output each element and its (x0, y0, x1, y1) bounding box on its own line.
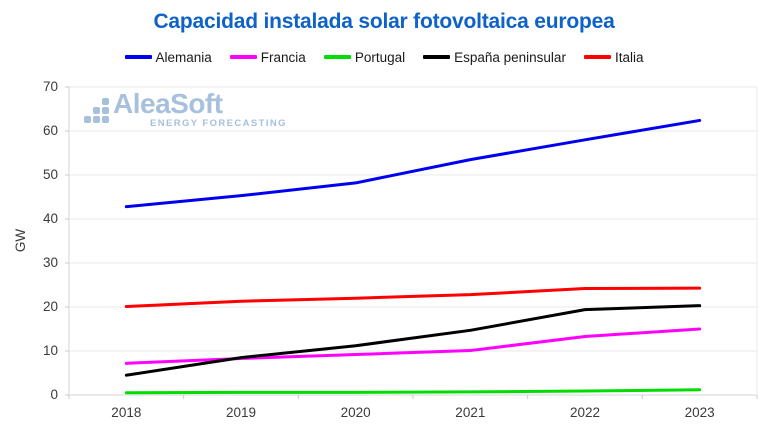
legend-swatch-francia (229, 55, 257, 59)
x-tick-label: 2018 (111, 405, 142, 420)
legend-label: Alemania (155, 49, 212, 65)
legend-item-portugal: Portugal (323, 49, 406, 65)
y-tick-label: 60 (42, 123, 58, 138)
watermark-tagline: ENERGY FORECASTING (150, 118, 287, 129)
legend-label: Francia (260, 49, 306, 65)
y-tick-label: 50 (42, 167, 58, 182)
legend-item-francia: Francia (229, 49, 306, 65)
chart-title: Capacidad instalada solar fotovoltaica e… (153, 10, 615, 33)
series-line-italia (124, 286, 702, 309)
y-tick-label: 20 (42, 299, 58, 314)
legend-label: Portugal (354, 49, 406, 65)
legend-label: Italia (614, 49, 644, 65)
legend-item-italia: Italia (583, 49, 644, 65)
y-tick-label: 30 (42, 255, 58, 270)
legend-swatch-portugal (323, 55, 351, 59)
y-tick-label: 40 (42, 211, 58, 226)
legend-swatch-italia (583, 55, 611, 59)
x-tick-label: 2022 (569, 405, 601, 420)
aleasoft-watermark: AleaSoft ENERGY FORECASTING (84, 88, 287, 130)
legend-label: España peninsular (454, 49, 566, 65)
series-line-espana-peninsular (124, 304, 702, 377)
legend-swatch-alemania (124, 55, 152, 59)
legend: Alemania Francia Portugal España peninsular… (0, 48, 768, 66)
y-tick-label: 70 (42, 79, 58, 94)
series-line-alemania (124, 118, 702, 209)
x-tick-label: 2020 (340, 405, 371, 420)
series-line-portugal (124, 388, 702, 395)
legend-item-alemania: Alemania (124, 49, 212, 65)
legend-swatch-espana-peninsular (423, 55, 451, 59)
legend-item-espana-peninsular: España peninsular (423, 50, 566, 65)
y-tick-label: 10 (42, 343, 58, 358)
x-tick-label: 2021 (455, 405, 486, 420)
series-line-francia (124, 327, 702, 365)
aleasoft-wordmark: AleaSoft ENERGY FORECASTING (113, 88, 287, 130)
y-axis-label: GW (13, 228, 29, 253)
aleasoft-logo-icon (84, 98, 109, 123)
x-tick-label: 2019 (225, 405, 257, 420)
watermark-name: AleaSoft (113, 88, 223, 119)
x-tick-label: 2023 (684, 405, 715, 420)
y-tick-label: 0 (50, 387, 58, 402)
